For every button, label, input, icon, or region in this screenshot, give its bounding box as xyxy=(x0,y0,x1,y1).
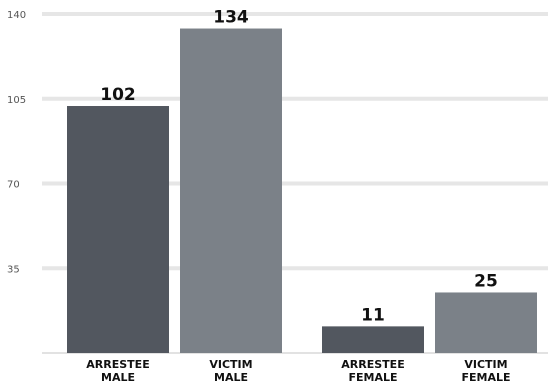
y-tick-label: 105 xyxy=(7,95,26,106)
x-category-label-line: MALE xyxy=(101,371,135,384)
x-category-label-line: FEMALE xyxy=(348,371,397,384)
y-tick-label: 140 xyxy=(7,10,26,21)
x-category-label: VICTIM FEMALE xyxy=(461,358,510,384)
x-category-label: ARRESTEE FEMALE xyxy=(341,358,404,384)
x-category-label: ARRESTEE MALE xyxy=(86,358,149,384)
bar xyxy=(67,106,169,353)
value-labels: 102 134 11 25 xyxy=(100,8,498,326)
bar-value-label: 102 xyxy=(100,85,136,105)
x-category-label-line: ARRESTEE xyxy=(341,358,404,371)
x-category-label-line: MALE xyxy=(214,371,248,384)
bar-value-label: 134 xyxy=(213,8,249,28)
bar xyxy=(180,28,282,354)
x-category-label-line: VICTIM xyxy=(209,358,252,371)
bars xyxy=(67,28,537,354)
bar-value-label: 11 xyxy=(361,305,385,325)
y-axis-ticks: 35 70 105 140 xyxy=(7,10,26,275)
bar xyxy=(322,326,424,353)
x-category-label: VICTIM MALE xyxy=(209,358,252,384)
x-category-label-line: VICTIM xyxy=(464,358,507,371)
y-tick-label: 35 xyxy=(7,264,20,275)
x-category-label-line: FEMALE xyxy=(461,371,510,384)
bar xyxy=(435,292,537,353)
bar-value-label: 25 xyxy=(474,271,498,291)
y-tick-label: 70 xyxy=(7,180,20,191)
x-category-label-line: ARRESTEE xyxy=(86,358,149,371)
